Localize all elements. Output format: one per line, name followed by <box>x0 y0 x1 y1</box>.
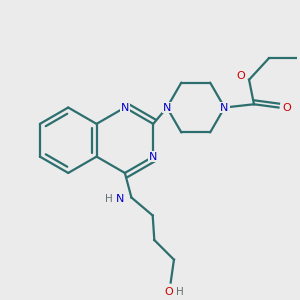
Text: H: H <box>176 287 184 297</box>
Text: O: O <box>236 71 245 81</box>
Text: N: N <box>220 103 229 112</box>
Text: H: H <box>105 194 112 204</box>
Text: N: N <box>116 194 124 204</box>
Text: O: O <box>165 287 173 297</box>
Text: N: N <box>121 103 129 112</box>
Text: N: N <box>163 103 171 112</box>
Text: O: O <box>282 103 291 112</box>
Text: N: N <box>149 152 158 162</box>
